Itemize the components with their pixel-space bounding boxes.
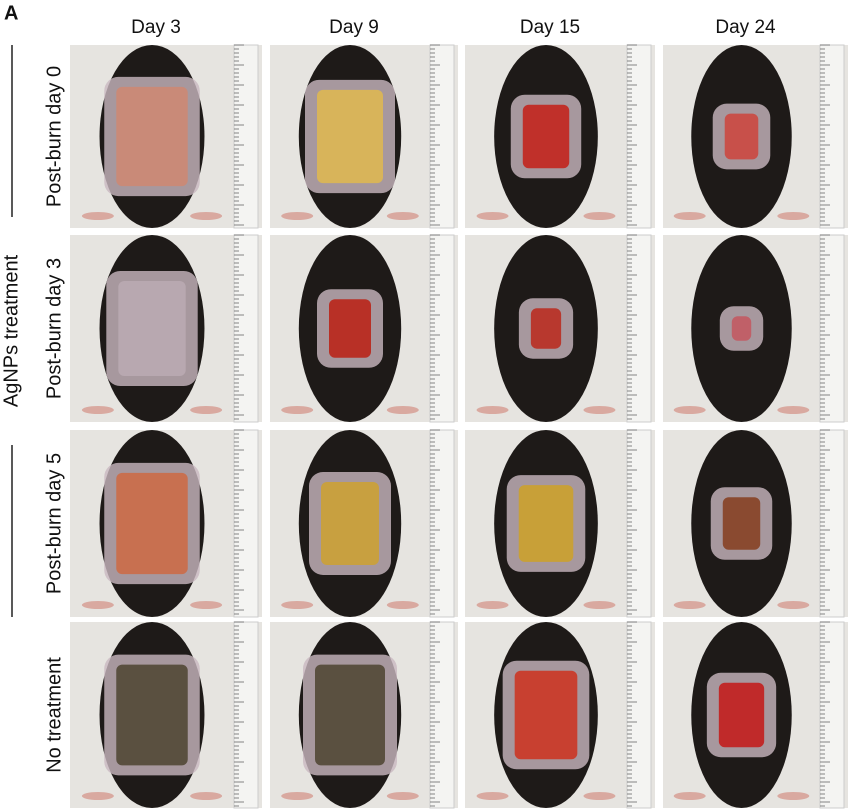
column-header: Day 9 bbox=[329, 17, 379, 38]
mouse-leg bbox=[190, 601, 223, 609]
mouse-leg bbox=[777, 792, 810, 800]
photo bbox=[663, 234, 848, 423]
ruler bbox=[429, 621, 455, 809]
wound bbox=[722, 497, 761, 550]
photo bbox=[270, 621, 458, 809]
mouse-leg bbox=[81, 601, 114, 609]
photo bbox=[465, 234, 655, 423]
photo bbox=[465, 621, 655, 809]
ruler bbox=[233, 44, 259, 229]
row-label: No treatment bbox=[43, 657, 65, 773]
mouse-leg bbox=[190, 792, 223, 800]
mouse-leg bbox=[673, 212, 706, 220]
wound bbox=[116, 664, 188, 766]
mouse-leg bbox=[386, 212, 419, 220]
mouse-leg bbox=[281, 601, 314, 609]
photo bbox=[270, 429, 458, 618]
mouse-leg bbox=[281, 212, 314, 220]
mouse-leg bbox=[476, 601, 509, 609]
mouse-leg bbox=[583, 212, 616, 220]
wound bbox=[514, 670, 578, 760]
mouse-leg bbox=[281, 406, 314, 414]
photo bbox=[70, 621, 262, 809]
photo bbox=[465, 429, 655, 618]
mouse-leg bbox=[386, 406, 419, 414]
mouse-leg bbox=[673, 406, 706, 414]
column-header: Day 15 bbox=[520, 17, 580, 38]
wound bbox=[315, 664, 385, 766]
photo bbox=[70, 234, 262, 423]
mouse-leg bbox=[190, 406, 223, 414]
mouse-leg bbox=[81, 212, 114, 220]
mouse-leg bbox=[386, 792, 419, 800]
column-header: Day 24 bbox=[715, 17, 776, 38]
panel-label: A bbox=[4, 2, 18, 24]
ruler bbox=[819, 234, 845, 423]
photo bbox=[465, 44, 655, 229]
group-label: AgNPs treatment bbox=[0, 254, 22, 407]
row-label: Post-burn day 0 bbox=[43, 66, 65, 207]
wound bbox=[116, 86, 188, 187]
ruler bbox=[429, 44, 455, 229]
wound bbox=[116, 472, 188, 575]
wound bbox=[724, 113, 759, 160]
ruler bbox=[233, 621, 259, 809]
photo bbox=[70, 429, 262, 618]
column-header: Day 3 bbox=[131, 17, 181, 38]
mouse-leg bbox=[777, 212, 810, 220]
photo bbox=[270, 234, 458, 423]
wound bbox=[329, 299, 371, 358]
row-label: Post-burn day 5 bbox=[43, 453, 65, 594]
mouse-leg bbox=[583, 406, 616, 414]
ruler bbox=[819, 621, 845, 809]
mouse-leg bbox=[777, 601, 810, 609]
mouse-leg bbox=[476, 792, 509, 800]
ruler bbox=[819, 429, 845, 618]
mouse-leg bbox=[476, 212, 509, 220]
ruler bbox=[626, 621, 652, 809]
wound bbox=[530, 308, 562, 349]
mouse-leg bbox=[476, 406, 509, 414]
mouse-leg bbox=[81, 792, 114, 800]
mouse-leg bbox=[81, 406, 114, 414]
wound bbox=[317, 89, 383, 184]
mouse-leg bbox=[386, 601, 419, 609]
wound bbox=[522, 104, 570, 169]
mouse-leg bbox=[583, 601, 616, 609]
mouse-leg bbox=[583, 792, 616, 800]
photo bbox=[270, 44, 458, 229]
wound bbox=[118, 280, 186, 377]
wound bbox=[731, 316, 752, 341]
ruler bbox=[626, 44, 652, 229]
wound bbox=[718, 682, 765, 748]
row-label: Post-burn day 3 bbox=[43, 258, 65, 399]
mouse-leg bbox=[190, 212, 223, 220]
photo bbox=[70, 44, 262, 229]
wound bbox=[321, 482, 379, 565]
mouse-leg bbox=[673, 792, 706, 800]
mouse-leg bbox=[777, 406, 810, 414]
photo bbox=[663, 44, 848, 229]
photo bbox=[663, 429, 848, 618]
ruler bbox=[819, 44, 845, 229]
mouse-leg bbox=[281, 792, 314, 800]
mouse-leg bbox=[673, 601, 706, 609]
wound bbox=[518, 485, 574, 562]
photo bbox=[663, 621, 848, 809]
